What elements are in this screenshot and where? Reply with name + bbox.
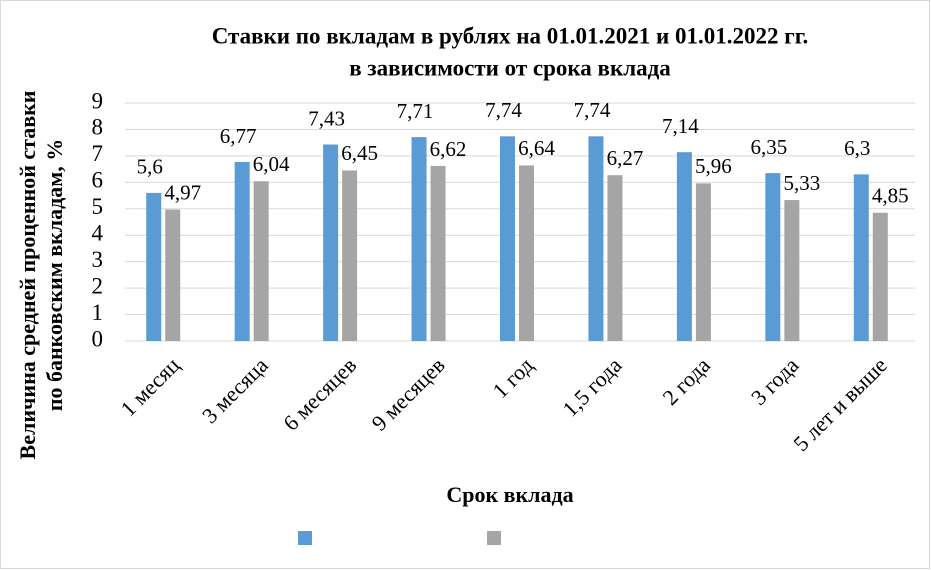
y-tick-label: 8 (92, 115, 104, 140)
y-axis-title: Величина средней проценной ставки (15, 90, 40, 459)
bar (323, 144, 339, 341)
y-tick-label: 7 (92, 141, 104, 166)
value-label: 6,77 (220, 124, 257, 148)
y-tick-label: 2 (92, 273, 104, 298)
value-label: 5,6 (137, 155, 163, 179)
bar (607, 175, 623, 341)
bar (588, 136, 604, 341)
y-tick-label: 4 (92, 221, 104, 246)
bar (784, 200, 800, 341)
value-label: 6,64 (518, 136, 555, 160)
value-label: 6,62 (430, 137, 467, 161)
y-tick-label: 1 (92, 300, 104, 325)
value-label: 6,04 (253, 152, 290, 176)
value-label: 7,43 (308, 106, 345, 130)
value-label: 4,85 (872, 184, 909, 208)
x-axis-title: Срок вклада (446, 482, 573, 507)
bar (411, 137, 427, 341)
value-label: 7,74 (485, 98, 522, 122)
bar (872, 212, 888, 341)
bar (695, 183, 711, 341)
value-label: 6,3 (844, 136, 870, 160)
bar (165, 209, 181, 341)
bar (676, 152, 692, 341)
bar (342, 170, 358, 341)
value-label: 5,33 (783, 171, 820, 195)
bar (519, 165, 534, 341)
chart-title: Ставки по вкладам в рублях на 01.01.2021… (212, 23, 809, 48)
y-axis-title: по банковским вкладам, % (42, 139, 67, 411)
legend-swatch (298, 531, 312, 545)
y-tick-label: 3 (92, 247, 104, 272)
bar (234, 161, 250, 341)
value-label: 6,27 (607, 146, 644, 170)
chart-title: в зависимости от срока вклада (349, 55, 671, 80)
value-label: 4,97 (164, 180, 201, 204)
bar (500, 136, 515, 341)
bar (430, 165, 446, 341)
value-label: 6,45 (341, 141, 378, 165)
y-tick-label: 0 (92, 326, 104, 351)
value-label: 5,96 (695, 154, 732, 178)
value-label: 6,35 (750, 135, 787, 159)
bar (253, 181, 269, 341)
bar (765, 173, 781, 341)
y-tick-label: 5 (92, 194, 104, 219)
value-label: 7,74 (574, 98, 611, 122)
value-label: 7,71 (397, 99, 434, 123)
legend-swatch (487, 531, 501, 545)
y-tick-label: 9 (92, 88, 104, 113)
y-tick-label: 6 (92, 168, 104, 193)
value-label: 7,14 (662, 114, 699, 138)
bar (853, 174, 869, 341)
bar (146, 192, 162, 341)
